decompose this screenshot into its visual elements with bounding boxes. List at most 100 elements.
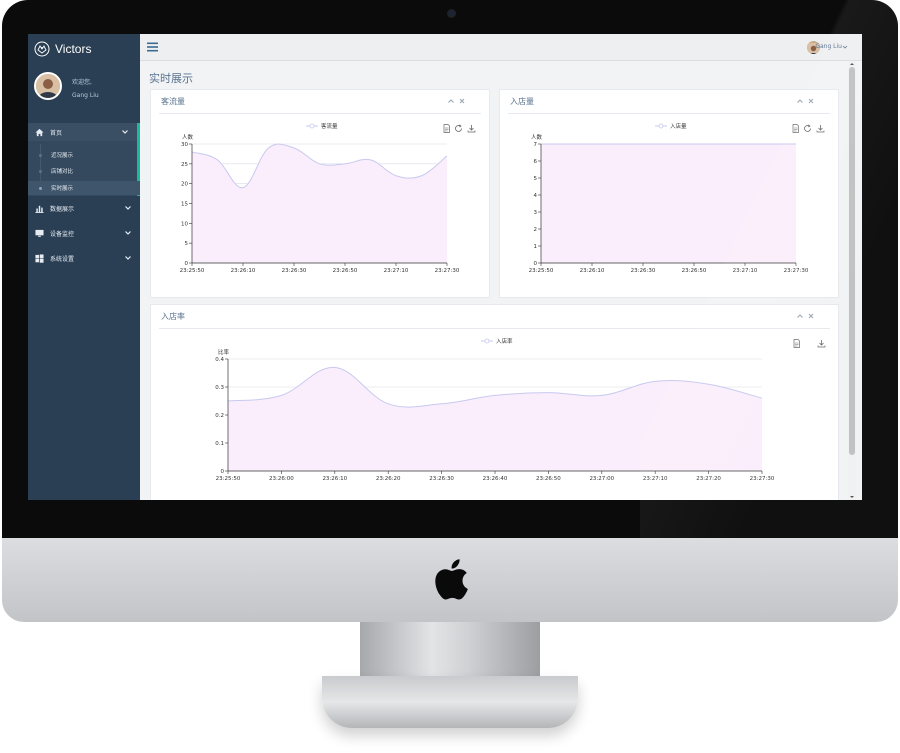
panel-store-entries: 入店量 入店量 人数 0 1 2 3 4 5 6 7 23:25:50 23:26:10 23:26:… bbox=[499, 89, 839, 298]
close-icon[interactable] bbox=[458, 97, 466, 105]
y-tick-label: 0 bbox=[185, 261, 189, 267]
x-tick-label: 23:25:50 bbox=[216, 476, 241, 482]
refresh-icon[interactable] bbox=[454, 124, 463, 133]
x-tick-label: 23:27:00 bbox=[589, 476, 614, 482]
y-tick-label: 20 bbox=[181, 182, 188, 188]
sidebar-subitem-label: 店铺对比 bbox=[51, 169, 74, 175]
screen: Victors 欢迎您, Gang Liu 首页 bbox=[28, 34, 862, 500]
sidebar-item-label: 系统设置 bbox=[50, 255, 75, 263]
sidebar-item-monitor[interactable]: 设备监控 bbox=[28, 224, 140, 242]
data-view-icon[interactable] bbox=[792, 339, 801, 348]
x-tick-label: 23:26:10 bbox=[231, 268, 256, 274]
panel-divider bbox=[508, 113, 830, 114]
chevron-down-icon bbox=[122, 130, 128, 134]
x-tick-label: 23:25:50 bbox=[529, 268, 554, 274]
y-tick-label: 0.2 bbox=[215, 413, 224, 419]
y-tick-label: 5 bbox=[185, 241, 189, 247]
brand-logo-icon bbox=[34, 41, 50, 57]
download-icon[interactable] bbox=[817, 339, 826, 348]
y-tick-label: 15 bbox=[181, 202, 188, 208]
x-tick-label: 23:25:50 bbox=[180, 268, 205, 274]
person-icon bbox=[36, 74, 60, 98]
scrollbar-thumb[interactable] bbox=[849, 67, 855, 455]
y-tick-label: 4 bbox=[534, 193, 538, 199]
entry-rate-chart: 比率 0 0.1 0.2 0.3 0.4 23:25:50 23:26:00 23:26:10 2… bbox=[215, 348, 775, 482]
panel-title: 客流量 bbox=[161, 97, 185, 106]
user-menu-name[interactable]: Gang Liu bbox=[815, 43, 842, 50]
brand[interactable]: Victors bbox=[34, 41, 91, 57]
x-tick-label: 23:26:30 bbox=[631, 268, 656, 274]
scrollbar[interactable] bbox=[848, 61, 856, 500]
data-view-icon[interactable] bbox=[442, 124, 451, 133]
chart-legend[interactable]: 客流量 bbox=[306, 122, 338, 130]
scroll-up-icon[interactable] bbox=[850, 62, 854, 66]
brand-name: Victors bbox=[55, 42, 92, 56]
panel-entry-rate: 入店率 入店率 比率 0 0.1 0.2 0.3 0.4 23:25:50 23:26:00 2… bbox=[150, 304, 839, 500]
y-tick-label: 0.1 bbox=[215, 441, 224, 447]
bullet-icon bbox=[39, 153, 42, 157]
y-tick-label: 7 bbox=[534, 142, 538, 148]
store-entries-chart: 人数 0 1 2 3 4 5 6 7 23:25:50 23:26:10 23:26:30 23:26:… bbox=[529, 133, 809, 274]
legend-label: 客流量 bbox=[321, 124, 338, 130]
x-tick-label: 23:27:10 bbox=[733, 268, 758, 274]
sidebar-subitem-label: 近况展示 bbox=[51, 153, 74, 159]
profile-avatar[interactable] bbox=[34, 72, 62, 100]
x-tick-label: 23:26:50 bbox=[536, 476, 561, 482]
monitor-icon bbox=[35, 229, 44, 237]
x-tick-label: 23:27:30 bbox=[750, 476, 775, 482]
top-bar: Gang Liu bbox=[140, 34, 862, 61]
x-tick-label: 23:26:50 bbox=[333, 268, 358, 274]
chevron-down-icon[interactable] bbox=[842, 44, 848, 50]
series-area bbox=[541, 144, 796, 263]
y-tick-label: 0.3 bbox=[215, 385, 224, 391]
x-tick-label: 23:26:30 bbox=[429, 476, 454, 482]
y-axis-label: 比率 bbox=[218, 348, 230, 356]
sidebar-subitem-label: 实时展示 bbox=[51, 186, 74, 192]
y-tick-label: 0 bbox=[221, 469, 225, 475]
download-icon[interactable] bbox=[467, 124, 476, 133]
download-icon[interactable] bbox=[816, 124, 825, 133]
data-view-icon[interactable] bbox=[791, 124, 800, 133]
sidebar-item-label: 数据展示 bbox=[50, 205, 75, 213]
y-tick-label: 2 bbox=[534, 227, 538, 233]
panel-title: 入店率 bbox=[161, 312, 185, 321]
x-tick-label: 23:27:30 bbox=[435, 268, 460, 274]
chart-legend[interactable]: 入店率 bbox=[481, 337, 513, 345]
y-tick-label: 10 bbox=[181, 221, 188, 227]
hamburger-menu-icon[interactable] bbox=[147, 42, 158, 52]
legend-swatch bbox=[655, 123, 667, 129]
y-tick-label: 25 bbox=[181, 162, 188, 168]
bullet-icon bbox=[39, 169, 42, 173]
sidebar-item-data[interactable]: 数据展示 bbox=[28, 199, 140, 217]
submenu-line bbox=[40, 144, 41, 194]
collapse-icon[interactable] bbox=[447, 97, 455, 105]
x-tick-label: 23:27:20 bbox=[696, 476, 721, 482]
legend-label: 入店率 bbox=[496, 339, 513, 345]
panel-divider bbox=[159, 113, 481, 114]
scroll-down-icon[interactable] bbox=[850, 495, 854, 499]
close-icon[interactable] bbox=[807, 312, 815, 320]
y-tick-label: 5 bbox=[534, 176, 538, 182]
sidebar-subitem-realtime[interactable]: 实时展示 bbox=[28, 181, 140, 195]
x-tick-label: 23:27:10 bbox=[643, 476, 668, 482]
user-avatar[interactable] bbox=[807, 41, 820, 54]
chart-legend[interactable]: 入店量 bbox=[655, 122, 687, 130]
legend-label: 入店量 bbox=[670, 124, 687, 130]
series-area bbox=[228, 367, 762, 471]
home-icon bbox=[35, 128, 44, 136]
panel-customer-flow: 客流量 客流量 人数 0 5 10 15 20 25 30 23:25:50 23:26:10 23… bbox=[150, 89, 490, 298]
sidebar-item-settings[interactable]: 系统设置 bbox=[28, 249, 140, 267]
refresh-icon[interactable] bbox=[803, 124, 812, 133]
sidebar-subitem-recent[interactable]: 近况展示 bbox=[28, 148, 140, 162]
sidebar-subitem-compare[interactable]: 店铺对比 bbox=[28, 164, 140, 178]
close-icon[interactable] bbox=[807, 97, 815, 105]
profile-user-name: Gang Liu bbox=[72, 92, 99, 99]
legend-swatch bbox=[481, 338, 493, 344]
x-tick-label: 23:27:10 bbox=[384, 268, 409, 274]
page-title: 实时展示 bbox=[149, 72, 193, 85]
collapse-icon[interactable] bbox=[796, 97, 804, 105]
sidebar-item-home[interactable]: 首页 bbox=[28, 123, 140, 141]
collapse-icon[interactable] bbox=[796, 312, 804, 320]
customer-flow-chart: 人数 0 5 10 15 20 25 30 23:25:50 23:26:10 23:26:30 23… bbox=[180, 133, 460, 274]
